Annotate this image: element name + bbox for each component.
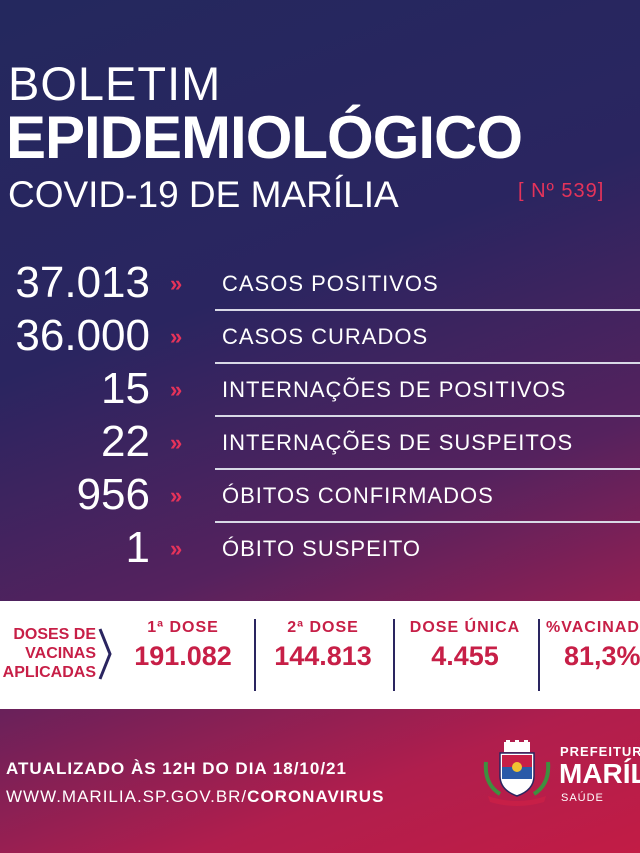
divider [215,468,640,470]
stat-value: 36.000 [15,311,150,360]
stat-row: 36.000 » CASOS CURADOS [0,310,640,364]
divider [215,309,640,311]
vaccine-column: 2ª DOSE 144.813 [258,619,388,672]
vaccine-column-value: 81,3% [564,641,640,671]
vaccine-column-value: 4.455 [431,641,499,671]
stat-row: 956 » ÓBITOS CONFIRMADOS [0,469,640,523]
logo-prefeitura: PREFEITURA [560,744,640,759]
stat-label: INTERNAÇÕES DE SUSPEITOS [222,430,574,455]
stat-label: ÓBITO SUSPEITO [222,536,422,561]
vaccine-column-header: 1ª DOSE [147,619,219,636]
chevron-right-icon: » [170,377,182,402]
stat-value: 1 [125,523,150,572]
chevron-right-icon: » [170,430,182,455]
vaccine-column-value: 144.813 [274,641,372,671]
vaccine-column-header: DOSE ÚNICA [409,619,521,636]
logo-saude: SAÚDE [561,792,604,804]
vaccine-column: %VACINADOS 81,3% [546,619,640,672]
vaccine-title-line: VACINAS [25,645,96,662]
vaccine-title-line: APLICADAS [2,664,96,681]
bulletin-number: [ Nº 539] [518,180,605,202]
website-path: CORONAVIRUS [247,787,385,806]
logo-marilia: MARÍLIA [559,758,640,789]
chevron-right-icon: » [170,483,182,508]
vaccine-column: DOSE ÚNICA 4.455 [400,619,530,672]
stat-row: 15 » INTERNAÇÕES DE POSITIVOS [0,363,640,417]
stat-row: 1 » ÓBITO SUSPEITO [0,522,640,575]
vaccine-column-header: 2ª DOSE [287,619,359,636]
stat-row: 37.013 » CASOS POSITIVOS [0,257,640,311]
divider [215,521,640,523]
vaccine-column-value: 191.082 [134,641,232,671]
chevron-right-icon: » [170,536,182,561]
website-prefix: WWW.MARILIA.SP.GOV.BR/ [6,787,248,806]
stat-value: 15 [101,364,150,413]
website-link[interactable]: WWW.MARILIA.SP.GOV.BR/CORONAVIRUS [6,787,384,807]
stat-row: 22 » INTERNAÇÕES DE SUSPEITOS [0,416,640,470]
stat-value: 22 [101,417,150,466]
stat-value: 956 [76,470,150,519]
divider [393,619,395,691]
vaccine-title-line: DOSES DE [13,626,96,643]
stat-label: ÓBITOS CONFIRMADOS [222,483,494,508]
divider [538,619,540,691]
vaccine-panel: DOSES DE VACINAS APLICADAS 1ª DOSE 191.0… [0,601,640,709]
title-covid-marilia: COVID-19 DE MARÍLIA [8,174,399,215]
title-epidemiologico: EPIDEMIOLÓGICO [6,104,523,171]
chevron-right-icon: » [170,271,182,296]
city-crest-icon [483,740,551,806]
vaccine-column: 1ª DOSE 191.082 [118,619,248,672]
stat-label: CASOS POSITIVOS [222,271,439,296]
title-boletim: BOLETIM [8,57,222,110]
stat-label: CASOS CURADOS [222,324,429,349]
divider [254,619,256,691]
divider [215,415,640,417]
updated-text: ATUALIZADO ÀS 12H DO DIA 18/10/21 [6,759,347,778]
chevron-right-icon [98,628,112,680]
vaccine-column-header: %VACINADOS [546,619,640,636]
divider [215,362,640,364]
vaccine-title: DOSES DE VACINAS APLICADAS [0,625,96,682]
stat-label: INTERNAÇÕES DE POSITIVOS [222,377,567,402]
stat-value: 37.013 [15,258,150,307]
chevron-right-icon: » [170,324,182,349]
